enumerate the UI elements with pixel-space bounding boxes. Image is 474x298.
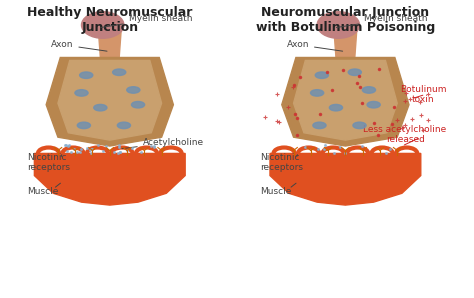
Ellipse shape	[80, 72, 93, 78]
Text: Less acetylcholine
released: Less acetylcholine released	[364, 125, 447, 144]
Ellipse shape	[113, 69, 126, 75]
Text: Myelin sheath: Myelin sheath	[101, 14, 192, 27]
Text: Healthy Neuromuscular
Junction: Healthy Neuromuscular Junction	[27, 6, 192, 34]
Ellipse shape	[117, 122, 130, 129]
Ellipse shape	[329, 104, 343, 111]
Ellipse shape	[348, 69, 361, 75]
Ellipse shape	[315, 72, 328, 78]
Text: Acetylcholine: Acetylcholine	[122, 138, 204, 149]
Text: Myelin sheath: Myelin sheath	[337, 14, 428, 27]
Ellipse shape	[313, 122, 326, 129]
Text: Nicotinic
receptors: Nicotinic receptors	[261, 153, 303, 172]
Ellipse shape	[367, 102, 380, 108]
Polygon shape	[270, 153, 421, 205]
Ellipse shape	[127, 87, 140, 93]
Ellipse shape	[77, 122, 91, 129]
Ellipse shape	[82, 12, 124, 38]
Polygon shape	[293, 60, 397, 140]
Ellipse shape	[317, 12, 359, 38]
Polygon shape	[35, 153, 185, 205]
Ellipse shape	[362, 87, 375, 93]
Text: Axon: Axon	[286, 40, 343, 51]
Ellipse shape	[310, 90, 324, 96]
Polygon shape	[58, 60, 162, 140]
Ellipse shape	[131, 102, 145, 108]
Text: Nicotinic
receptors: Nicotinic receptors	[27, 153, 70, 172]
Polygon shape	[282, 58, 409, 146]
Polygon shape	[46, 58, 173, 146]
Polygon shape	[334, 25, 357, 58]
Text: Axon: Axon	[51, 40, 107, 51]
Text: Neuromuscular Junction
with Botulinum Poisoning: Neuromuscular Junction with Botulinum Po…	[256, 6, 435, 34]
Ellipse shape	[353, 122, 366, 129]
Ellipse shape	[94, 104, 107, 111]
Ellipse shape	[75, 90, 88, 96]
Text: Muscle: Muscle	[261, 187, 292, 196]
Polygon shape	[98, 25, 121, 58]
Text: Muscle: Muscle	[27, 187, 59, 196]
Text: Botulinum
toxin: Botulinum toxin	[400, 85, 447, 104]
